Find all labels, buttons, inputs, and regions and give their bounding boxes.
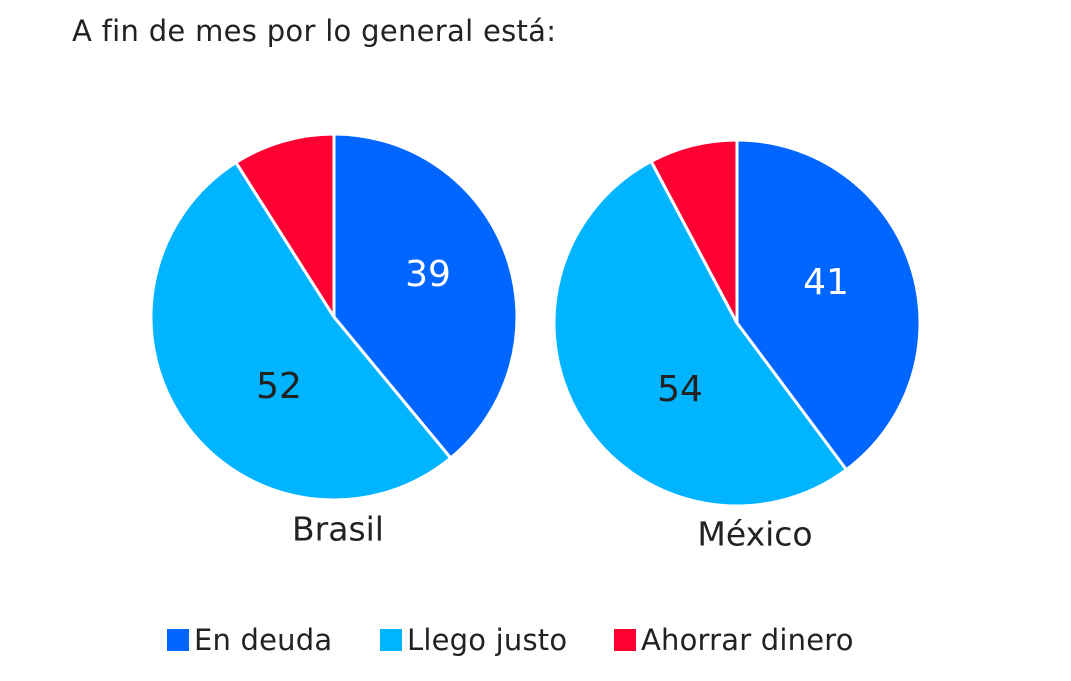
pie-charts: 39 52 Brasil 41 54 México <box>149 132 922 554</box>
data-label-brasil-llego-justo: 52 <box>256 366 302 407</box>
legend-label-ahorrar-dinero: Ahorrar dinero <box>641 623 854 657</box>
pie-slice-mexico-ahorrar-dinero <box>649 138 739 325</box>
legend-label-llego-justo: Llego justo <box>407 623 568 657</box>
chart-title: A fin de mes por lo general está: <box>72 14 557 48</box>
pie-slice-brasil-llego-justo <box>149 160 453 502</box>
pie-mexico: 41 54 México <box>552 138 922 554</box>
legend-swatch-ahorrar-dinero <box>614 629 636 651</box>
pie-slice-mexico-llego-justo <box>552 159 848 508</box>
legend-label-en-deuda: En deuda <box>194 623 333 657</box>
legend-item-llego-justo: Llego justo <box>380 620 567 660</box>
data-label-mexico-llego-justo: 54 <box>657 369 703 410</box>
legend: En deuda Llego justo Ahorrar dinero <box>0 620 1071 660</box>
legend-swatch-llego-justo <box>380 629 402 651</box>
pie-title-brasil: Brasil <box>292 510 384 549</box>
pie-slice-brasil-en-deuda <box>332 132 519 460</box>
legend-item-en-deuda: En deuda <box>167 620 332 660</box>
legend-swatch-en-deuda <box>167 629 189 651</box>
pie-brasil: 39 52 Brasil <box>149 132 519 549</box>
data-label-brasil-en-deuda: 39 <box>405 254 451 295</box>
pie-slice-brasil-ahorrar-dinero <box>234 132 336 319</box>
legend-item-ahorrar-dinero: Ahorrar dinero <box>614 620 854 660</box>
pie-slice-mexico-en-deuda <box>735 138 922 472</box>
pie-title-mexico: México <box>697 515 812 554</box>
data-label-mexico-en-deuda: 41 <box>803 262 849 303</box>
